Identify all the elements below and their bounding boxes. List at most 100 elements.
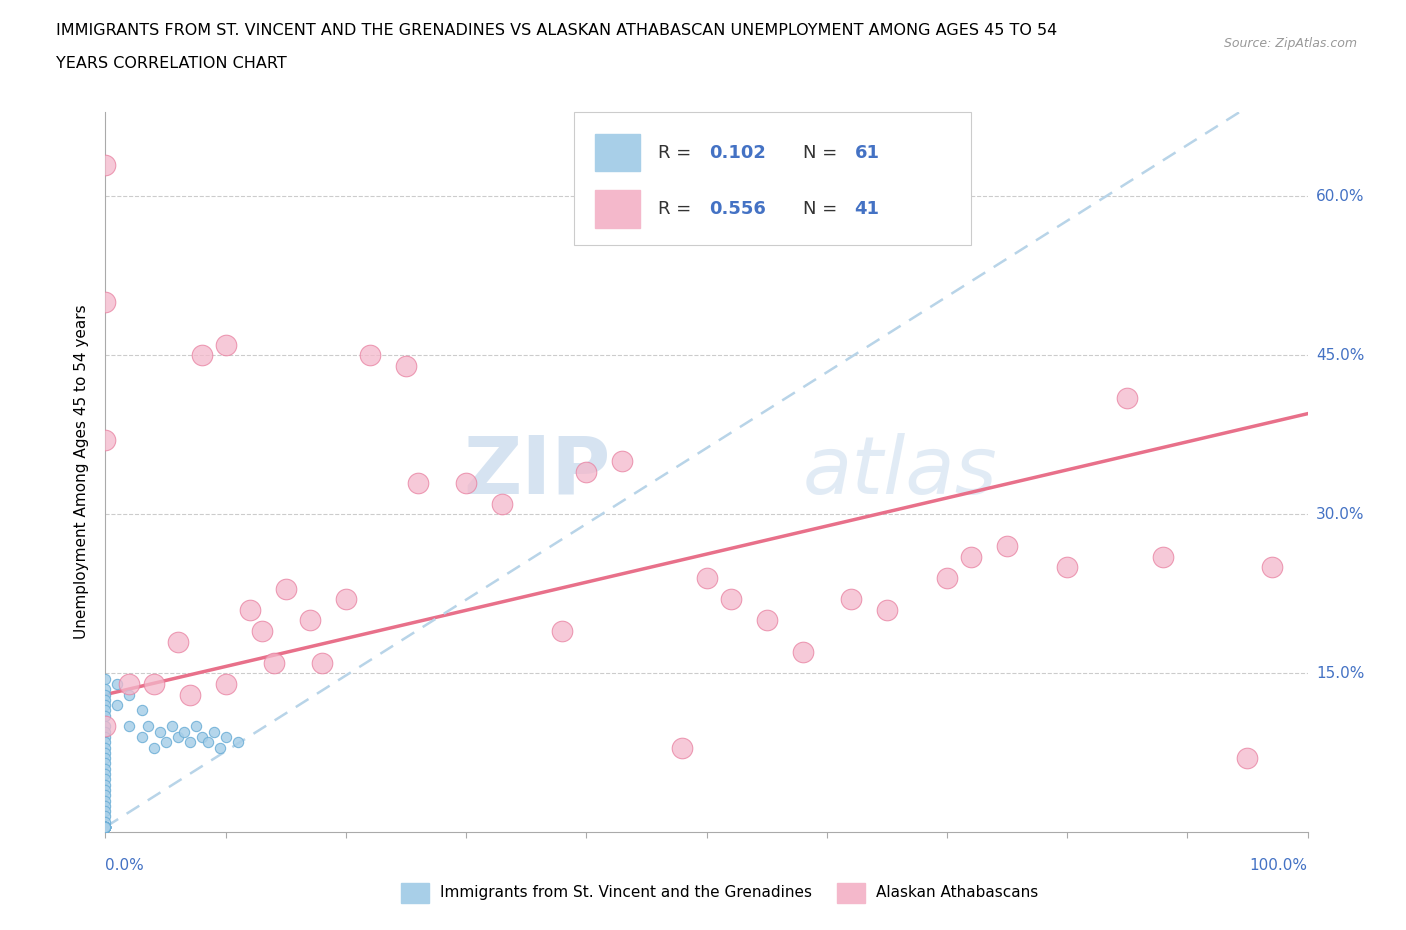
Point xyxy=(118,676,141,691)
Point xyxy=(94,735,117,750)
Point xyxy=(94,788,117,803)
Point xyxy=(720,591,742,606)
Point xyxy=(148,724,170,739)
Point xyxy=(94,751,117,765)
Point xyxy=(184,719,207,734)
Text: 0.556: 0.556 xyxy=(709,200,766,218)
Point xyxy=(94,819,117,834)
Text: 60.0%: 60.0% xyxy=(1316,189,1364,204)
Point xyxy=(94,815,117,830)
Point xyxy=(118,719,141,734)
Point xyxy=(876,603,898,618)
Point xyxy=(94,809,117,824)
Point xyxy=(142,676,165,691)
Text: 100.0%: 100.0% xyxy=(1250,857,1308,872)
Text: R =: R = xyxy=(658,200,697,218)
Bar xyxy=(595,134,640,171)
Point xyxy=(454,475,477,490)
Point xyxy=(94,698,117,712)
Point xyxy=(94,295,117,310)
Point xyxy=(160,719,183,734)
Point xyxy=(94,703,117,718)
Text: 0.0%: 0.0% xyxy=(105,857,145,872)
Point xyxy=(179,735,201,750)
Point xyxy=(696,570,718,585)
Point xyxy=(792,644,814,659)
Point xyxy=(131,703,153,718)
Point xyxy=(94,819,117,834)
Point xyxy=(94,719,117,734)
Point xyxy=(118,687,141,702)
Point xyxy=(575,465,598,480)
FancyBboxPatch shape xyxy=(574,112,972,245)
Point xyxy=(107,698,129,712)
Point xyxy=(250,623,273,638)
Point xyxy=(142,740,165,755)
Point xyxy=(94,819,117,834)
Text: Immigrants from St. Vincent and the Grenadines: Immigrants from St. Vincent and the Gren… xyxy=(440,885,813,900)
Text: IMMIGRANTS FROM ST. VINCENT AND THE GRENADINES VS ALASKAN ATHABASCAN UNEMPLOYMEN: IMMIGRANTS FROM ST. VINCENT AND THE GREN… xyxy=(56,23,1057,38)
Point xyxy=(94,819,117,834)
Point xyxy=(94,819,117,834)
Point xyxy=(755,613,778,628)
Text: YEARS CORRELATION CHART: YEARS CORRELATION CHART xyxy=(56,56,287,71)
Text: 15.0%: 15.0% xyxy=(1316,666,1364,681)
Text: N =: N = xyxy=(803,143,842,162)
Point xyxy=(94,687,117,702)
Point xyxy=(94,777,117,792)
Point xyxy=(94,724,117,739)
Text: 41: 41 xyxy=(855,200,879,218)
Point xyxy=(94,682,117,697)
Point xyxy=(335,591,357,606)
Point xyxy=(94,756,117,771)
Point xyxy=(94,693,117,708)
Point xyxy=(214,338,236,352)
Text: atlas: atlas xyxy=(803,433,997,511)
Point xyxy=(1152,550,1174,565)
Text: 30.0%: 30.0% xyxy=(1316,507,1364,522)
Bar xyxy=(595,190,640,228)
Point xyxy=(94,819,117,834)
Point xyxy=(311,656,333,671)
Point xyxy=(94,793,117,808)
Point xyxy=(94,819,117,834)
Point xyxy=(359,348,381,363)
Point xyxy=(94,819,117,834)
Point xyxy=(612,454,634,469)
Point xyxy=(839,591,862,606)
Point xyxy=(226,735,249,750)
Point xyxy=(671,740,693,755)
Text: R =: R = xyxy=(658,143,697,162)
Point xyxy=(1116,391,1139,405)
Point xyxy=(94,766,117,781)
Point xyxy=(197,735,219,750)
Point xyxy=(491,497,513,512)
Point xyxy=(94,432,117,447)
Point xyxy=(1236,751,1258,765)
Point xyxy=(94,772,117,787)
Point xyxy=(214,729,236,744)
Point xyxy=(298,613,321,628)
Point xyxy=(94,804,117,818)
Point xyxy=(131,729,153,744)
Point xyxy=(208,740,231,755)
Point xyxy=(1056,560,1078,575)
Point xyxy=(94,819,117,834)
Text: Source: ZipAtlas.com: Source: ZipAtlas.com xyxy=(1223,37,1357,50)
Text: ZIP: ZIP xyxy=(463,433,610,511)
Point xyxy=(94,746,117,761)
Point xyxy=(94,671,117,686)
Point xyxy=(263,656,285,671)
Text: Alaskan Athabascans: Alaskan Athabascans xyxy=(876,885,1038,900)
Point xyxy=(936,570,959,585)
Point xyxy=(173,724,195,739)
Point xyxy=(960,550,983,565)
Point xyxy=(94,819,117,834)
Point xyxy=(94,799,117,814)
Point xyxy=(107,676,129,691)
Point xyxy=(94,782,117,797)
Point xyxy=(1260,560,1282,575)
Point xyxy=(94,819,117,834)
Point xyxy=(94,762,117,777)
Point xyxy=(395,359,418,374)
